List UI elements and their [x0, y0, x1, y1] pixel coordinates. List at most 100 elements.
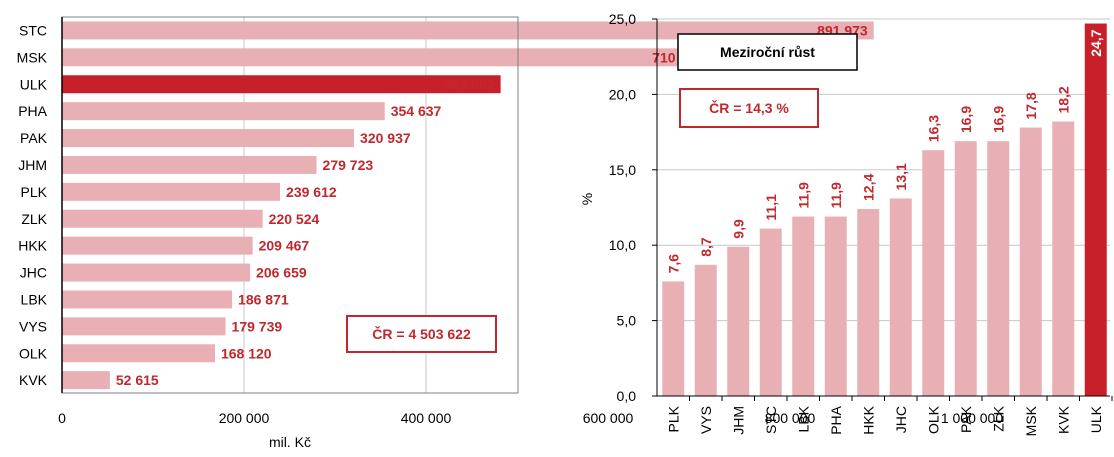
right-y-tick-label: 25,0	[609, 11, 636, 27]
right-value-label: 16,3	[925, 115, 941, 142]
right-category-label: STC	[763, 406, 779, 434]
right-bar	[889, 198, 912, 396]
left-bar	[62, 102, 385, 121]
left-category-label: PAK	[20, 130, 48, 146]
right-annotation-text: ČR = 14,3 %	[709, 99, 789, 116]
right-annotation-box	[679, 88, 819, 128]
right-category-label: LBK	[795, 405, 811, 432]
right-value-label: 18,2	[1055, 86, 1071, 113]
right-y-tick-label: 15,0	[609, 162, 636, 178]
right-y-tick-label: 10,0	[609, 237, 636, 253]
left-bars	[62, 21, 874, 390]
left-value-label: 186 871	[238, 291, 289, 307]
left-value-label: 209 467	[259, 238, 310, 254]
left-bar	[62, 75, 501, 94]
right-bar	[824, 216, 847, 396]
right-category-label: JHM	[730, 406, 746, 435]
right-value-label: 12,4	[860, 174, 876, 201]
right-bar	[727, 246, 750, 396]
right-value-label: 11,9	[795, 182, 811, 209]
left-x-axis-label: mil. Kč	[269, 434, 311, 450]
right-value-label: 9,9	[730, 219, 746, 239]
right-value-label: 16,9	[990, 106, 1006, 133]
left-bar	[62, 48, 709, 67]
right-category-label: MSK	[1023, 405, 1039, 436]
left-value-label: 482 002	[444, 76, 495, 92]
right-value-label: 16,9	[958, 106, 974, 133]
left-chart: STC MSK ULK PHA PAK JHM PLK ZLK HKK JHC LBK VYS OLK K…	[17, 16, 1003, 450]
right-bar	[792, 216, 815, 396]
right-bars	[662, 23, 1107, 397]
left-x-tick-label: 400 000	[401, 410, 452, 426]
right-value-labels: 7,6 8,7 9,9 11,1 11,9 11,9 12,4 13,1 16,3 16,9 16,…	[665, 29, 1104, 273]
left-category-label: PHA	[18, 103, 47, 119]
left-x-tick-labels: 0 200 000 400 000 600 000 800 000 1 000 000	[58, 410, 1003, 426]
right-value-label: 17,8	[1023, 92, 1039, 119]
right-y-tick-label: 0,0	[617, 388, 637, 404]
right-category-label: PHA	[828, 405, 844, 434]
right-chart: 7,6 8,7 9,9 11,1 11,9 11,9 12,4 13,1 16,3 16,9 16,…	[579, 11, 1113, 436]
left-value-label: 168 120	[221, 345, 272, 361]
right-category-label: HKK	[860, 405, 876, 434]
right-value-label: 8,7	[698, 237, 714, 257]
right-category-label: KVK	[1055, 405, 1071, 434]
right-y-tick-label: 20,0	[609, 86, 636, 102]
right-value-label: 11,9	[828, 182, 844, 209]
left-annotation-text: ČR = 4 503 622	[372, 325, 471, 342]
left-value-label: 179 739	[232, 318, 283, 334]
right-category-label: PLK	[665, 405, 681, 432]
right-bar	[922, 150, 945, 396]
left-category-label: LBK	[21, 291, 48, 307]
right-category-label: VYS	[698, 406, 714, 434]
left-bar	[62, 182, 281, 201]
left-x-tick-label: 600 000	[583, 410, 634, 426]
right-value-label: 11,1	[763, 194, 779, 221]
left-category-label: VYS	[19, 318, 47, 334]
right-bar	[987, 141, 1010, 396]
right-bar	[759, 228, 782, 396]
right-bar	[1019, 127, 1042, 397]
left-bar	[62, 21, 874, 40]
left-bar	[62, 236, 253, 255]
right-bar	[954, 141, 977, 396]
left-bar	[62, 371, 110, 390]
right-category-label: OLK	[925, 405, 941, 434]
right-y-tick-label: 5,0	[617, 313, 637, 329]
left-annotation-box	[346, 315, 497, 353]
left-x-tick-label: 800 000	[765, 410, 816, 426]
right-value-label: 24,7	[1088, 29, 1104, 56]
left-category-label: HKK	[18, 238, 47, 254]
left-category-label: MSK	[17, 49, 48, 65]
left-bar	[62, 317, 226, 336]
left-bar	[62, 209, 263, 228]
left-value-label: 354 637	[391, 103, 442, 119]
left-category-label: PLK	[21, 184, 48, 200]
right-y-tick-labels: 0,0 5,0 10,0 15,0 20,0 25,0	[609, 11, 636, 404]
left-category-label: ULK	[20, 76, 48, 92]
left-category-labels: STC MSK ULK PHA PAK JHM PLK ZLK HKK JHC LBK VYS OLK K…	[17, 22, 48, 388]
left-category-label: JHC	[20, 265, 47, 281]
right-category-label: ULK	[1088, 405, 1104, 433]
left-bar	[62, 344, 215, 363]
right-category-label: ZLK	[990, 405, 1006, 431]
left-value-label: 239 612	[286, 184, 337, 200]
left-value-label: 279 723	[323, 157, 374, 173]
right-value-label: 7,6	[665, 254, 681, 274]
left-category-label: STC	[19, 22, 47, 38]
right-category-label: PAK	[958, 405, 974, 433]
left-category-label: OLK	[19, 345, 48, 361]
left-value-label: 220 524	[269, 211, 320, 227]
right-bar	[662, 281, 685, 396]
right-legend-text: Meziroční růst	[720, 44, 815, 60]
right-legend-box	[677, 33, 858, 71]
left-value-label: 206 659	[256, 265, 307, 281]
right-bar	[694, 264, 717, 396]
left-bar	[62, 263, 251, 282]
left-bar	[62, 155, 317, 174]
right-y-axis-label: %	[579, 193, 595, 205]
left-bar	[62, 129, 355, 148]
right-bar	[1084, 23, 1107, 397]
left-category-label: JHM	[18, 157, 47, 173]
